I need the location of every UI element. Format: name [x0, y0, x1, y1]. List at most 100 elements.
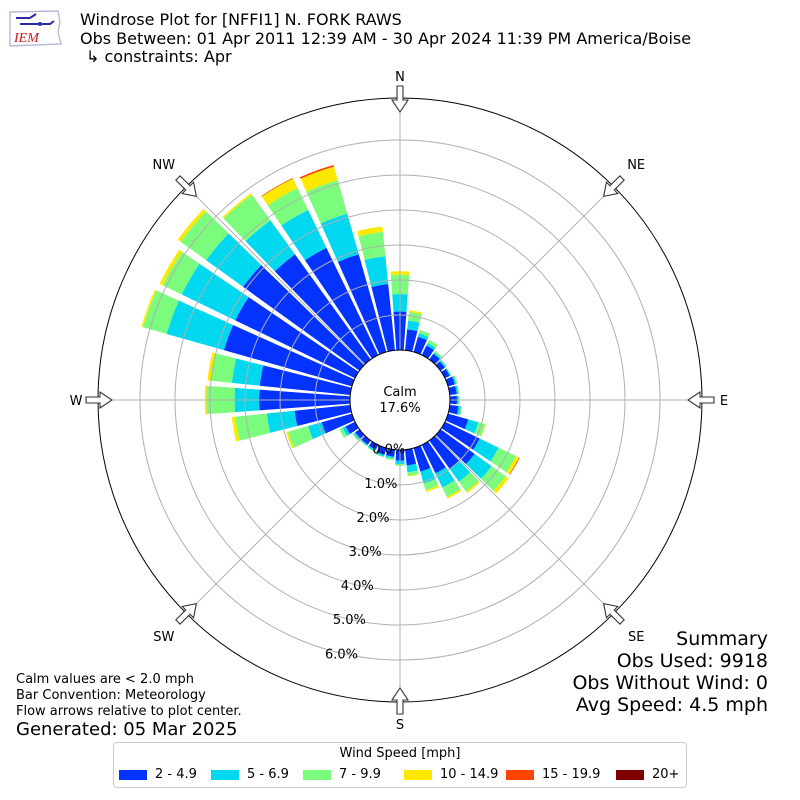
- bar-dir170-bin1: [406, 463, 418, 473]
- bar-dir10-bin0: [405, 329, 418, 352]
- bar-dir50-bin0: [435, 361, 445, 371]
- bar-dir30-bin0: [421, 345, 435, 359]
- bar-dir50-bin1: [439, 360, 447, 368]
- bar-dir20-bin1: [417, 333, 429, 341]
- bar-dir280-bin3: [207, 352, 216, 381]
- legend-item: 2 - 4.9: [119, 767, 197, 783]
- bar-dir340-bin1: [320, 213, 359, 262]
- bar-dir120-bin3: [506, 456, 520, 475]
- bar-dir170-bin0: [405, 448, 417, 466]
- bar-dir340-bin3: [300, 166, 338, 192]
- bar-dir110-bin3: [480, 424, 486, 437]
- bar-dir350-bin2: [358, 231, 386, 260]
- bar-dir330-bin4: [261, 177, 293, 197]
- bar-dir160-bin0: [413, 445, 431, 472]
- legend-swatch: [506, 769, 534, 780]
- flow-arrow-icon: [175, 602, 198, 625]
- flow-arrow-icon: [85, 390, 113, 410]
- direction-label-w: W: [70, 394, 83, 409]
- bar-dir340-bin0: [337, 254, 387, 355]
- bar-dir260-bin2: [235, 413, 271, 441]
- bar-dir40-bin1: [433, 352, 441, 360]
- radial-tick-label: 3.0%: [349, 545, 382, 560]
- summary-obs-used: Obs Used: 9918: [616, 650, 768, 672]
- bar-dir150-bin3: [446, 489, 462, 499]
- bar-dir190-bin2: [385, 456, 395, 461]
- flow-arrow-icon: [390, 85, 410, 113]
- bar-dir230-bin0: [355, 429, 365, 439]
- radial-tick-label: 4.0%: [341, 579, 374, 594]
- bar-dir50-bin2: [440, 359, 447, 367]
- flow-arrows-note: Flow arrows relative to plot center.: [16, 704, 242, 719]
- bar-dir30-bin1: [426, 343, 436, 350]
- bar-dir170-bin3: [407, 473, 419, 477]
- legend-item-label: 2 - 4.9: [155, 767, 197, 782]
- bar-dir300-bin3: [159, 249, 183, 286]
- flow-arrow-icon: [390, 687, 410, 715]
- bar-dir250-bin3: [286, 431, 294, 449]
- bar-dir310-bin1: [206, 233, 262, 287]
- bar-dir10-bin2: [408, 311, 422, 323]
- bar-dir150-bin1: [435, 467, 455, 488]
- bar-dir220-bin1: [360, 439, 368, 446]
- bar-dir110-bin1: [464, 419, 479, 434]
- summary-title: Summary: [676, 628, 768, 650]
- legend-swatch: [303, 769, 331, 780]
- bar-dir350-bin3: [357, 226, 383, 237]
- radial-tick-label: 0.0%: [372, 443, 405, 458]
- direction-label-e: E: [720, 394, 728, 409]
- bar-dir10-bin3: [408, 310, 423, 315]
- flow-arrow-icon: [602, 175, 625, 198]
- bar-dir200-bin2: [375, 453, 385, 458]
- bar-dir260-bin0: [294, 405, 352, 427]
- legend-item-label: 5 - 6.9: [247, 767, 289, 782]
- bar-dir250-bin0: [321, 413, 355, 434]
- bar-dir170-bin2: [407, 470, 419, 476]
- bar-dir350-bin0: [371, 284, 395, 352]
- bar-dir140-bin0: [429, 435, 460, 469]
- bar-dir320-bin3: [222, 193, 253, 219]
- legend-item: 15 - 19.9: [506, 767, 600, 783]
- bar-dir330-bin1: [281, 210, 327, 261]
- bar-dir120-bin0: [441, 421, 480, 450]
- grid-spoke: [186, 435, 365, 614]
- direction-label-ne: NE: [627, 158, 645, 173]
- direction-label-s: S: [396, 718, 404, 733]
- bar-dir210-bin1: [367, 445, 376, 452]
- legend-item-label: 20+: [652, 767, 680, 782]
- bar-dir120-bin1: [473, 438, 499, 462]
- chart-subtitle: Obs Between: 01 Apr 2011 12:39 AM - 30 A…: [80, 29, 692, 48]
- bar-dir330-bin3: [261, 178, 298, 206]
- bar-dir150-bin0: [421, 441, 446, 474]
- bar-dir330-bin2: [267, 187, 309, 226]
- legend-item: 10 - 14.9: [404, 767, 498, 783]
- summary-obs-without-wind: Obs Without Wind: 0: [572, 672, 768, 694]
- direction-label-nw: NW: [153, 158, 176, 173]
- flow-arrows: [85, 85, 715, 715]
- bar-dir140-bin3: [466, 481, 480, 494]
- bar-dir310-bin2: [180, 211, 229, 261]
- bar-dir290-bin3: [141, 289, 157, 328]
- bar-dir220-bin2: [360, 440, 368, 447]
- calm-label: Calm: [383, 385, 416, 400]
- bar-dir110-bin0: [445, 413, 469, 430]
- radial-tick-label: 1.0%: [364, 477, 397, 492]
- bar-dir30-bin2: [427, 339, 438, 348]
- bar-dir300-bin2: [162, 251, 200, 295]
- bar-dir200-bin1: [375, 451, 385, 457]
- calm-definition-note: Calm values are < 2.0 mph: [16, 672, 195, 687]
- bar-dir230-bin1: [353, 432, 361, 440]
- radial-tick-label: 6.0%: [325, 647, 358, 662]
- constraints-label: ↳ constraints: Apr: [86, 47, 232, 66]
- bar-dir40-bin0: [429, 353, 440, 365]
- bar-dir190-bin1: [385, 455, 395, 459]
- bar-dir60-bin2: [446, 367, 452, 376]
- bar-dir330-bin0: [305, 247, 379, 359]
- bar-dir310-bin0: [243, 265, 365, 371]
- bar-dir10-bin1: [407, 320, 420, 332]
- legend-swatch: [211, 769, 239, 780]
- legend-swatch: [404, 769, 432, 780]
- iem-logo-text: IEM: [13, 31, 40, 46]
